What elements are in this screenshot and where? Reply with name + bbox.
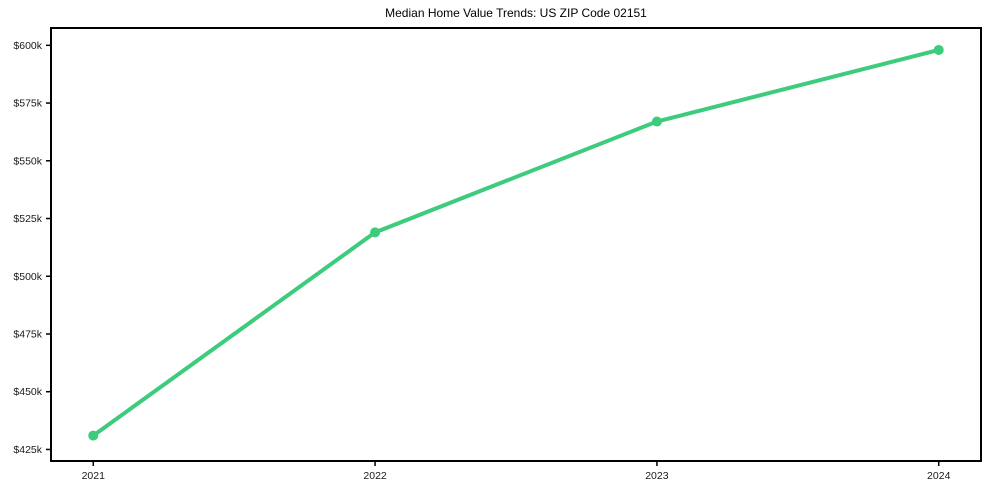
y-axis-tick-label: $575k (13, 98, 42, 110)
y-axis-tick-label: $425k (13, 444, 42, 456)
y-axis-tick-label: $475k (13, 328, 42, 340)
data-point-marker (651, 116, 662, 127)
x-axis-tick-label: 2024 (927, 470, 951, 482)
chart-title: Median Home Value Trends: US ZIP Code 02… (385, 6, 647, 20)
y-axis-tick-label: $500k (13, 271, 42, 283)
data-point-marker (933, 44, 944, 55)
x-axis-tick-label: 2023 (645, 470, 669, 482)
data-point-marker (370, 227, 381, 238)
y-axis-tick-label: $525k (13, 213, 42, 225)
y-axis-tick-label: $600k (13, 40, 42, 52)
y-axis-tick-label: $450k (13, 386, 42, 398)
plot-border (50, 27, 982, 462)
y-axis-tick-label: $550k (13, 155, 42, 167)
x-axis-tick-label: 2021 (82, 470, 106, 482)
data-point-marker (88, 430, 99, 441)
trend-line (91, 47, 941, 438)
x-axis-tick-label: 2022 (363, 470, 387, 482)
